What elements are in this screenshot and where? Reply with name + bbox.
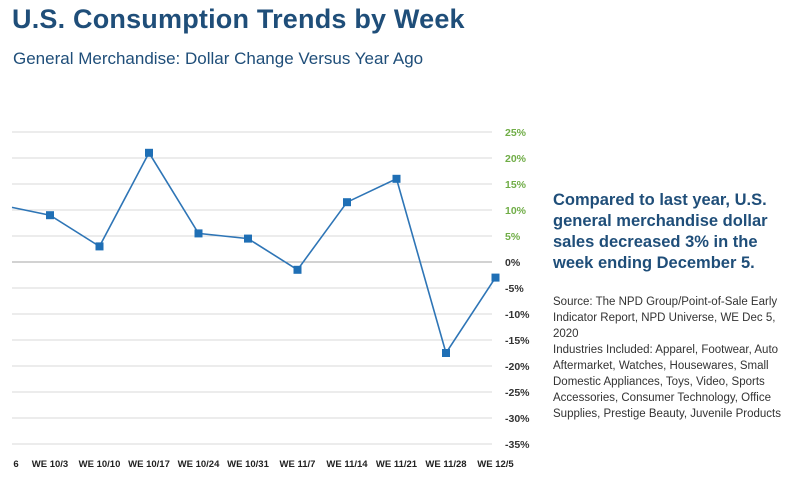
y-tick-label: 15% (505, 179, 527, 191)
x-tick-label: WE 10/31 (227, 459, 269, 470)
data-point (95, 242, 104, 251)
y-tick-label: 0% (505, 257, 521, 269)
x-tick-label: WE 10/17 (128, 459, 170, 470)
data-point (491, 273, 500, 282)
x-tick-label: WE 12/5 (477, 459, 514, 470)
x-tick-label: WE 10/24 (178, 459, 220, 470)
x-tick-label: 6 (13, 459, 18, 470)
data-point (392, 174, 401, 183)
x-tick-label: WE 11/21 (376, 459, 418, 470)
page-title: U.S. Consumption Trends by Week (12, 4, 465, 34)
data-point (145, 148, 153, 157)
data-point (293, 265, 302, 274)
y-tick-label: 20% (505, 153, 527, 165)
data-point (442, 349, 450, 357)
x-tick-label: WE 11/28 (425, 459, 466, 470)
data-point (46, 211, 54, 220)
source-citation: Source: The NPD Group/Point-of-Sale Earl… (553, 296, 778, 340)
data-point (194, 229, 203, 238)
y-tick-label: -20% (505, 361, 530, 373)
y-tick-label: -15% (505, 335, 530, 347)
y-tick-label: -35% (505, 439, 530, 451)
y-tick-label: -25% (505, 387, 530, 399)
y-tick-label: -30% (505, 413, 530, 425)
series-line (11, 151, 497, 355)
data-point (244, 234, 252, 243)
y-tick-label: -5% (505, 283, 524, 295)
summary-callout: Compared to last year, U.S. general merc… (553, 191, 768, 272)
y-tick-label: 5% (505, 231, 521, 243)
x-tick-label: WE 11/7 (280, 459, 316, 470)
y-tick-label: 10% (505, 205, 527, 217)
x-tick-label: WE 10/3 (32, 459, 68, 470)
y-tick-label: -10% (505, 309, 530, 321)
industries-included: Industries Included: Apparel, Footwear, … (553, 344, 781, 420)
x-tick-label: WE 11/14 (326, 459, 368, 470)
source-note: Source: The NPD Group/Point-of-Sale Earl… (553, 294, 793, 422)
data-point (343, 198, 351, 207)
line-chart: 25% 20% 15% 10% 5% 0% -5% -10% -15% -20% -25% -30% -… (11, 127, 530, 470)
y-tick-label: 25% (505, 127, 527, 139)
chart-subtitle: General Merchandise: Dollar Change Versu… (13, 49, 424, 68)
x-tick-label: WE 10/10 (79, 459, 121, 470)
